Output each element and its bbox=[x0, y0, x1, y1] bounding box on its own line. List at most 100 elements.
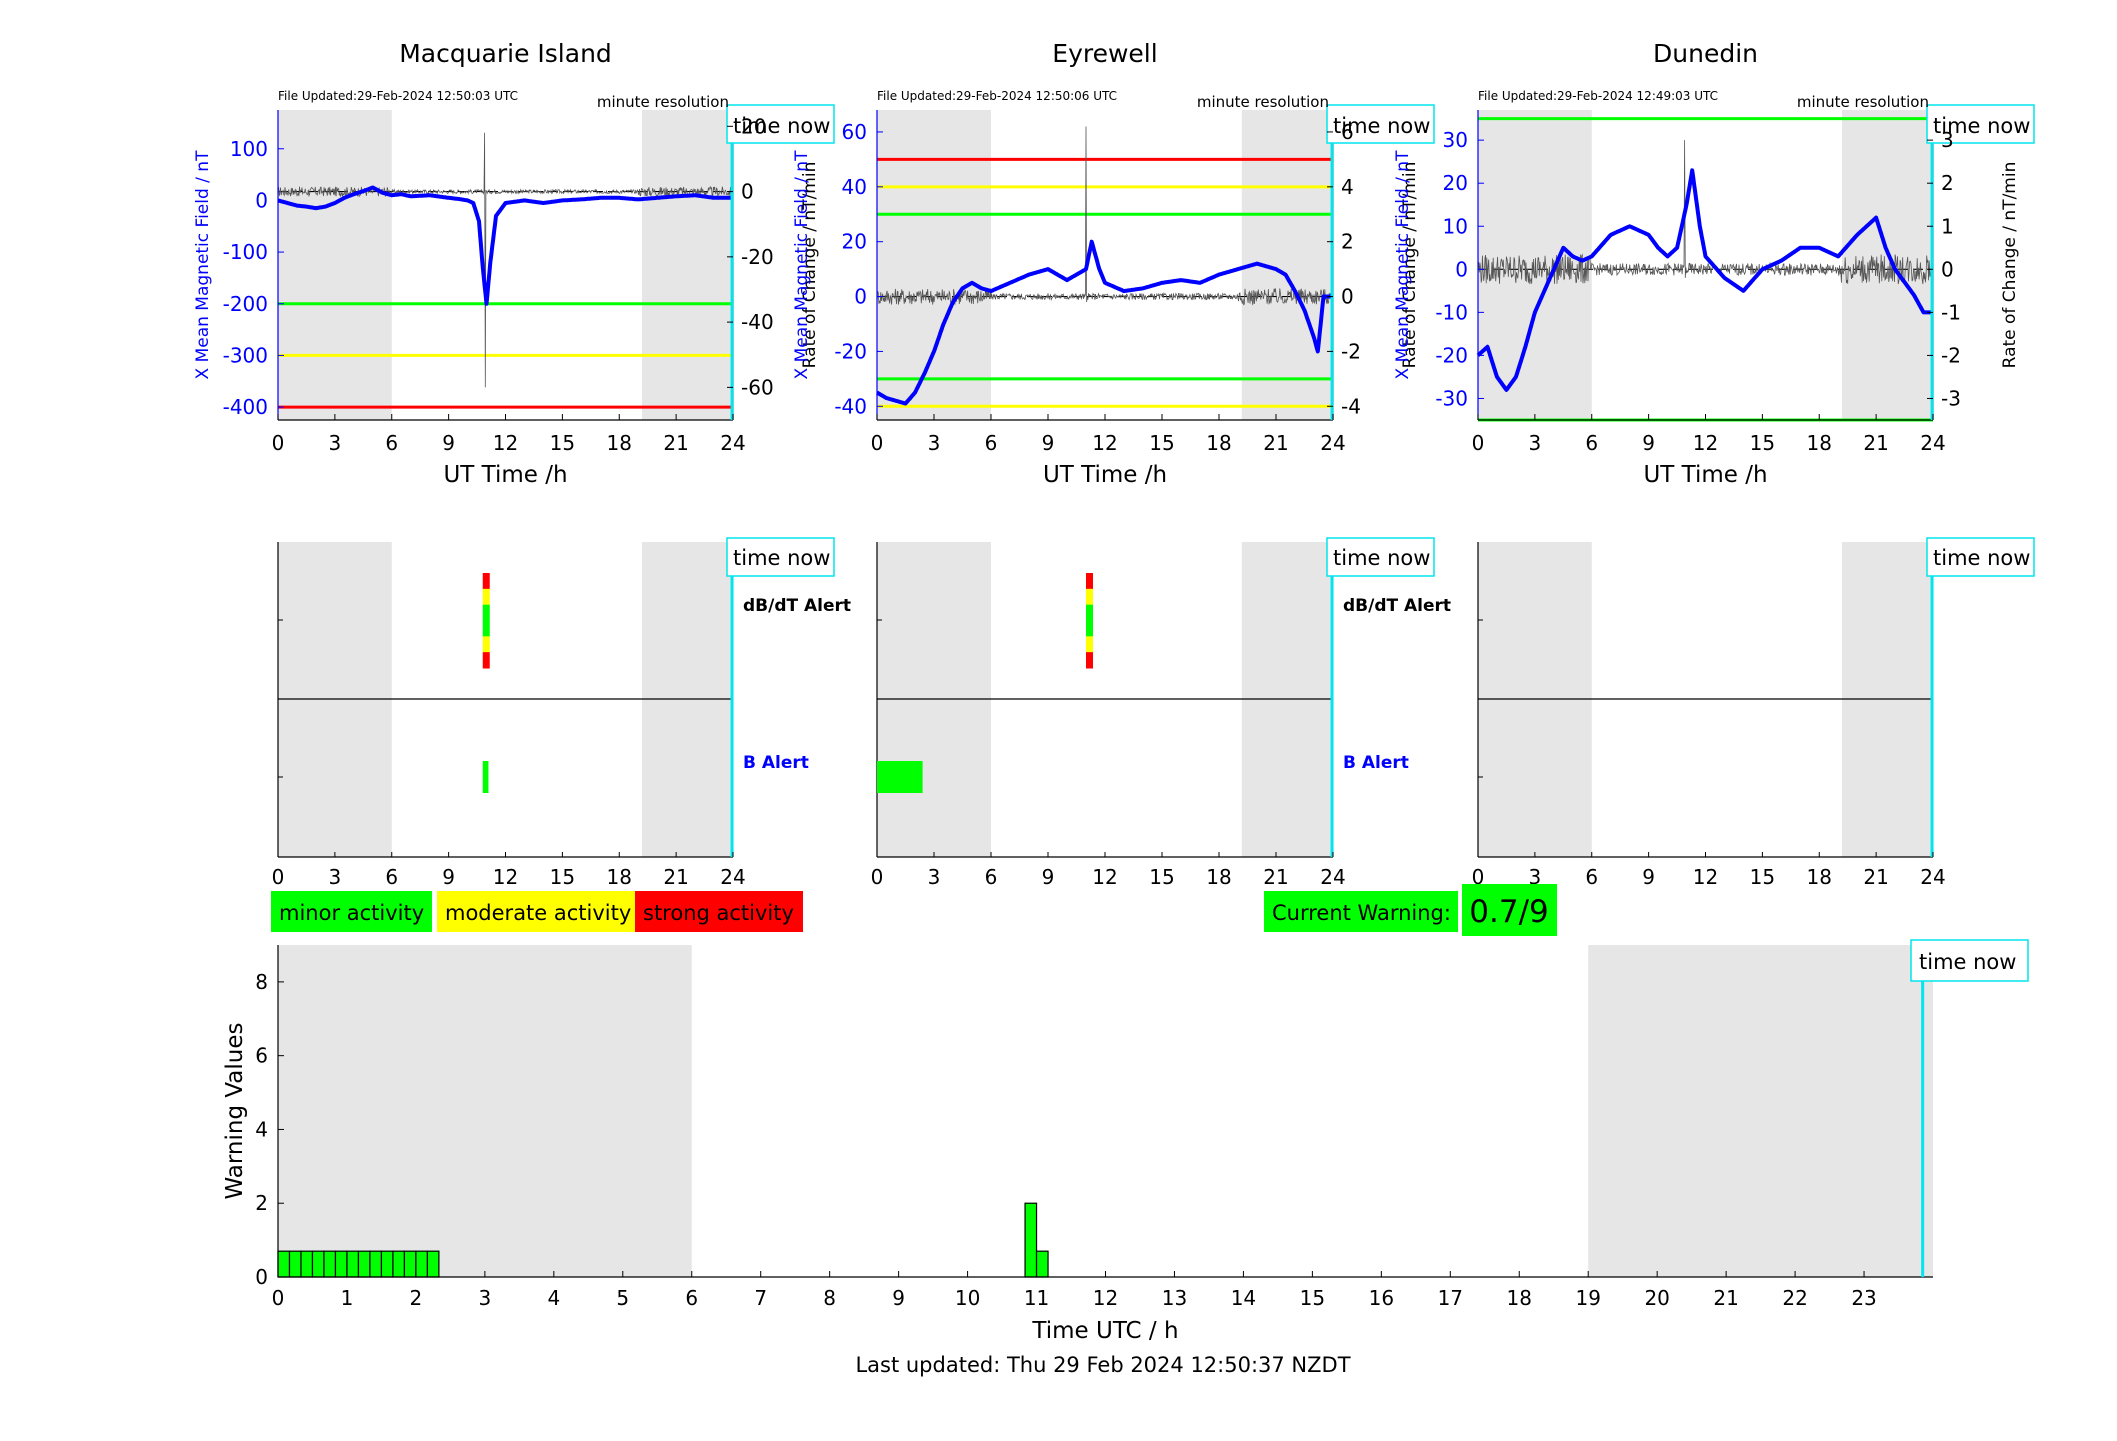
x-tick-label: 9 bbox=[442, 431, 455, 455]
left-y-axis-label: X Mean Magnetic Field / nT bbox=[1393, 150, 1413, 380]
dbdt-alert-segment-minor bbox=[482, 620, 490, 637]
warning-bar bbox=[403, 1250, 417, 1278]
x-tick-label: 3 bbox=[479, 1286, 492, 1310]
x-tick-label: 0 bbox=[871, 431, 884, 455]
y-axis-label: Warning Values bbox=[222, 1022, 248, 1199]
left-tick-label: 30 bbox=[1443, 128, 1468, 152]
x-tick-label: 22 bbox=[1782, 1286, 1807, 1310]
x-tick-label: 9 bbox=[1042, 431, 1055, 455]
current-warning-value-box bbox=[1462, 884, 1557, 936]
warning-bar bbox=[323, 1250, 337, 1278]
warning-bar bbox=[1024, 1202, 1038, 1278]
right-tick-label: 6 bbox=[1341, 120, 1354, 144]
warning-bar bbox=[415, 1250, 429, 1278]
x-tick-label: 21 bbox=[663, 865, 688, 889]
station-plot-2: Eyrewell time now File Updated:29-Feb-2024… bbox=[792, 39, 1435, 488]
right-y-axis-label: Rate of Change / nT/min bbox=[2000, 162, 2020, 369]
x-tick-label: 7 bbox=[754, 1286, 767, 1310]
x-tick-label: 10 bbox=[955, 1286, 980, 1310]
x-tick-label: 18 bbox=[1807, 431, 1832, 455]
x-tick-label: 18 bbox=[1206, 865, 1231, 889]
x-tick-label: 21 bbox=[1263, 431, 1288, 455]
right-tick-label: 20 bbox=[741, 114, 766, 138]
night-shade bbox=[1588, 945, 1933, 1277]
left-tick-label: -40 bbox=[834, 394, 867, 418]
x-tick-label: 11 bbox=[1024, 1286, 1049, 1310]
x-tick-label: 12 bbox=[493, 431, 518, 455]
x-tick-label: 24 bbox=[1920, 865, 1945, 889]
x-tick-label: 3 bbox=[1529, 431, 1542, 455]
left-y-axis-label: X Mean Magnetic Field / nT bbox=[792, 150, 812, 380]
left-tick-label: 0 bbox=[854, 285, 867, 309]
left-tick-label: 20 bbox=[1443, 171, 1468, 195]
x-tick-label: 21 bbox=[1863, 431, 1888, 455]
x-tick-label: 15 bbox=[1300, 1286, 1325, 1310]
x-tick-label: 24 bbox=[720, 865, 745, 889]
x-tick-label: 0 bbox=[1472, 865, 1485, 889]
y-tick-label: 4 bbox=[255, 1117, 268, 1141]
left-tick-label: -400 bbox=[223, 395, 268, 419]
x-tick-label: 13 bbox=[1162, 1286, 1187, 1310]
right-y-axis-label: Rate of Change / nT/min bbox=[1400, 162, 1420, 369]
right-tick-label: -40 bbox=[741, 310, 774, 334]
right-tick-label: -2 bbox=[1941, 343, 1961, 367]
x-tick-label: 21 bbox=[1263, 865, 1288, 889]
right-tick-label: -1 bbox=[1941, 300, 1961, 324]
night-shade bbox=[1842, 110, 1933, 420]
legend-moderate-swatch bbox=[437, 891, 635, 932]
x-tick-label: 6 bbox=[685, 1286, 698, 1310]
x-tick-label: 15 bbox=[1149, 865, 1174, 889]
x-tick-label: 6 bbox=[385, 865, 398, 889]
right-tick-label: 4 bbox=[1341, 175, 1354, 199]
x-tick-label: 5 bbox=[616, 1286, 629, 1310]
b-alert-label: B Alert bbox=[743, 753, 809, 773]
left-tick-label: 40 bbox=[842, 175, 867, 199]
x-tick-label: 0 bbox=[272, 1286, 285, 1310]
x-tick-label: 19 bbox=[1575, 1286, 1600, 1310]
x-tick-label: 14 bbox=[1231, 1286, 1256, 1310]
dbdt-alert-label: dB/dT Alert bbox=[1343, 596, 1451, 616]
station-title: Macquarie Island bbox=[399, 39, 612, 68]
legend-strong-swatch bbox=[635, 891, 803, 932]
right-y-axis-label: Rate of Change / nT/min bbox=[800, 162, 820, 369]
field-series-line bbox=[1476, 168, 1935, 392]
warning-bar bbox=[346, 1250, 360, 1278]
dbdt-alert-segment-strong bbox=[1086, 652, 1093, 669]
x-tick-label: 3 bbox=[928, 431, 941, 455]
x-tick-label: 12 bbox=[1093, 1286, 1118, 1310]
x-tick-label: 21 bbox=[1863, 865, 1888, 889]
night-shade bbox=[877, 110, 991, 420]
right-tick-label: -3 bbox=[1941, 386, 1961, 410]
x-tick-label: 6 bbox=[1585, 431, 1598, 455]
x-axis-label: Time UTC / h bbox=[1031, 1318, 1178, 1344]
night-shade bbox=[278, 945, 692, 1277]
y-tick-label: 2 bbox=[255, 1191, 268, 1215]
time-now-box bbox=[1326, 537, 1435, 577]
file-updated-label: File Updated:29-Feb-2024 12:50:03 UTC bbox=[278, 89, 518, 103]
time-now-box bbox=[1926, 104, 2035, 144]
warning-bar bbox=[311, 1250, 325, 1278]
dbdt-alert-label: dB/dT Alert bbox=[743, 596, 851, 616]
alert-plot-1: time now dB/dT Alert B Alert 0 3 6 9 12 15 18 21 24 bbox=[272, 537, 851, 889]
time-now-box bbox=[726, 537, 835, 577]
x-tick-label: 2 bbox=[410, 1286, 423, 1310]
station-title: Eyrewell bbox=[1052, 39, 1157, 68]
left-tick-label: 60 bbox=[842, 120, 867, 144]
right-tick-label: 0 bbox=[1941, 257, 1954, 281]
left-tick-label: 0 bbox=[255, 188, 268, 212]
time-now-label: time now bbox=[733, 546, 830, 570]
x-tick-label: 24 bbox=[1320, 431, 1345, 455]
x-tick-label: 9 bbox=[442, 865, 455, 889]
x-tick-label: 9 bbox=[892, 1286, 905, 1310]
y-tick-label: 6 bbox=[255, 1044, 268, 1068]
time-now-label: time now bbox=[1919, 950, 2016, 974]
x-tick-label: 8 bbox=[823, 1286, 836, 1310]
left-tick-label: 20 bbox=[842, 230, 867, 254]
current-warning-value: 0.7/9 bbox=[1469, 894, 1548, 930]
x-tick-label: 12 bbox=[1092, 431, 1117, 455]
left-tick-label: -300 bbox=[223, 343, 268, 367]
dbdt-alert-segment-moderate bbox=[1086, 636, 1093, 653]
dbdt-alert-segment-minor bbox=[1086, 604, 1093, 621]
x-tick-label: 12 bbox=[493, 865, 518, 889]
